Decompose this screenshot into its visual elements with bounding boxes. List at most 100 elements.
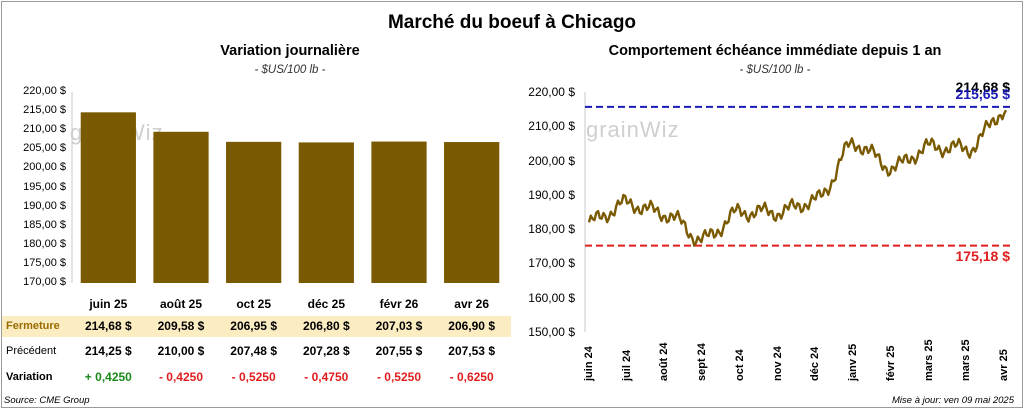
- prev-value: 207,53: [448, 344, 489, 358]
- prev-cell: 207,48 $: [216, 344, 292, 358]
- currency-sign: $: [343, 319, 350, 333]
- right-x-tick: mars 25: [960, 339, 973, 381]
- right-x-tick: févr 25: [884, 345, 897, 381]
- close-cell: 206,80 $: [288, 319, 364, 333]
- bar: [298, 142, 354, 283]
- prev-value: 207,48: [230, 344, 271, 358]
- close-value: 206,90: [448, 319, 489, 333]
- left-x-tick: août 25: [159, 297, 202, 311]
- left-y-tick: 175,00 $: [23, 256, 66, 269]
- prev-row: Précédent: [2, 341, 511, 362]
- currency-sign: $: [488, 319, 496, 333]
- currency-sign: $: [270, 319, 278, 333]
- left-x-tick: avr 26: [454, 297, 489, 311]
- currency-sign: $: [343, 344, 350, 358]
- currency-sign: $: [488, 344, 496, 358]
- right-x-tick: déc 24: [809, 346, 822, 381]
- prev-cell: 207,53 $: [434, 344, 510, 358]
- close-cell: 209,58 $: [143, 319, 219, 333]
- left-y-tick: 170,00 $: [23, 276, 66, 288]
- right-x-tick: juin 24: [583, 346, 595, 381]
- left-x-tick: févr 26: [379, 297, 419, 311]
- left-y-tick: 190,00 $: [23, 199, 66, 212]
- prev-cell: 214,25 $: [70, 344, 146, 358]
- var-cell: - 0,5250: [231, 370, 276, 384]
- min-value-label: 175,18 $: [955, 248, 1011, 264]
- currency-sign: $: [125, 319, 132, 333]
- right-y-tick: 210,00 $: [528, 119, 575, 134]
- close-value: 214,68: [84, 319, 125, 333]
- right-x-tick: août 24: [658, 342, 671, 381]
- var-row-label: Variation: [6, 371, 53, 383]
- left-y-tick: 205,00 $: [23, 142, 66, 155]
- bar: [80, 112, 136, 283]
- var-cell: - 0,4250: [158, 370, 204, 384]
- left-x-tick: déc 25: [307, 297, 345, 311]
- left-y-tick: 210,00 $: [23, 123, 66, 136]
- close-row-label: Fermeture: [6, 320, 60, 332]
- right-x-tick: mars 25: [922, 339, 935, 381]
- right-y-tick: 200,00 $: [528, 153, 575, 168]
- left-y-tick: 220,00 $: [23, 85, 66, 97]
- prev-value: 214,25: [84, 344, 125, 358]
- right-y-tick: 220,00 $: [528, 85, 575, 99]
- left-x-tick: oct 25: [236, 297, 271, 311]
- left-chart-subtitle: - $US/100 lb -: [254, 64, 326, 76]
- prev-cell: 207,55 $: [361, 344, 437, 358]
- left-y-tick: 200,00 $: [23, 161, 66, 174]
- right-chart-subtitle: - $US/100 lb -: [739, 64, 811, 76]
- close-cell: 206,90 $: [434, 319, 510, 333]
- main-title: Marché du boeuf à Chicago: [387, 12, 637, 33]
- price-line: [587, 109, 1008, 247]
- left-chart-title: Variation journalière: [220, 43, 360, 59]
- right-x-tick: avr 25: [998, 349, 1010, 381]
- prev-row-label: Précédent: [6, 345, 57, 357]
- prev-value: 207,55: [375, 344, 416, 358]
- left-y-tick: 180,00 $: [23, 237, 66, 250]
- right-y-tick: 150,00 $: [528, 325, 575, 339]
- close-value: 206,95: [230, 319, 271, 333]
- var-cell: - 0,4750: [304, 370, 349, 384]
- bar: [371, 141, 427, 283]
- bar: [444, 142, 500, 283]
- prev-cell: 207,28 $: [288, 344, 364, 358]
- close-row: Fermeture: [2, 316, 511, 337]
- currency-sign: $: [415, 319, 423, 333]
- right-y-tick: 180,00 $: [528, 222, 575, 237]
- left-y-tick: 195,00 $: [23, 180, 66, 193]
- currency-sign: $: [270, 344, 278, 358]
- right-x-tick: juil 24: [620, 349, 633, 381]
- var-row: Variation: [2, 367, 511, 388]
- bar: [226, 141, 282, 283]
- right-x-tick: janv 25: [847, 343, 860, 381]
- left-x-tick: juin 25: [89, 297, 128, 311]
- source-note: Source: CME Group: [4, 395, 90, 406]
- close-cell: 207,03 $: [361, 319, 437, 333]
- bar: [153, 131, 209, 283]
- currency-sign: $: [197, 344, 205, 358]
- right-x-tick: oct 24: [733, 349, 746, 381]
- update-note: Mise à jour: ven 09 mai 2025: [892, 395, 1014, 406]
- left-y-tick: 185,00 $: [23, 218, 66, 231]
- prev-cell: 210,00 $: [143, 344, 219, 358]
- right-watermark: grainWiz: [586, 117, 680, 142]
- prev-value: 210,00: [157, 344, 198, 358]
- prev-value: 207,28: [302, 344, 343, 358]
- currency-sign: $: [125, 344, 132, 358]
- var-cell: - 0,6250: [449, 370, 494, 384]
- currency-sign: $: [197, 319, 205, 333]
- close-value: 209,58: [157, 319, 198, 333]
- right-chart-title: Comportement échéance immédiate depuis 1…: [608, 43, 942, 59]
- close-value: 206,80: [302, 319, 343, 333]
- last-value-label: 214,68 $: [955, 79, 1011, 95]
- close-cell: 206,95 $: [216, 319, 292, 333]
- left-y-tick: 215,00 $: [23, 104, 66, 117]
- close-cell: 214,68 $: [70, 319, 146, 333]
- right-x-tick: sept 24: [696, 343, 709, 381]
- right-x-tick: nov 24: [771, 346, 784, 381]
- var-cell: + 0,4250: [84, 370, 132, 384]
- max-value-label: 215,65 $: [955, 86, 1011, 102]
